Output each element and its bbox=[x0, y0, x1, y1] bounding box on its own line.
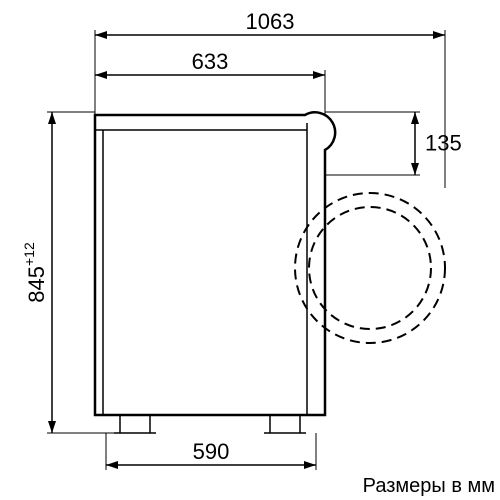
dim-height: 845+12 bbox=[21, 242, 49, 303]
dim-width-full: 1063 bbox=[246, 9, 295, 34]
door-swing-outer bbox=[295, 193, 445, 343]
dim-offset-top: 135 bbox=[425, 131, 462, 156]
caption: Размеры в мм bbox=[363, 475, 495, 497]
dimension-diagram: 1063 633 135 845+12 590 Размеры в мм bbox=[0, 0, 500, 500]
door-swing-inner bbox=[309, 207, 431, 329]
dim-width-feet: 590 bbox=[193, 439, 230, 464]
dim-width-body: 633 bbox=[192, 49, 229, 74]
